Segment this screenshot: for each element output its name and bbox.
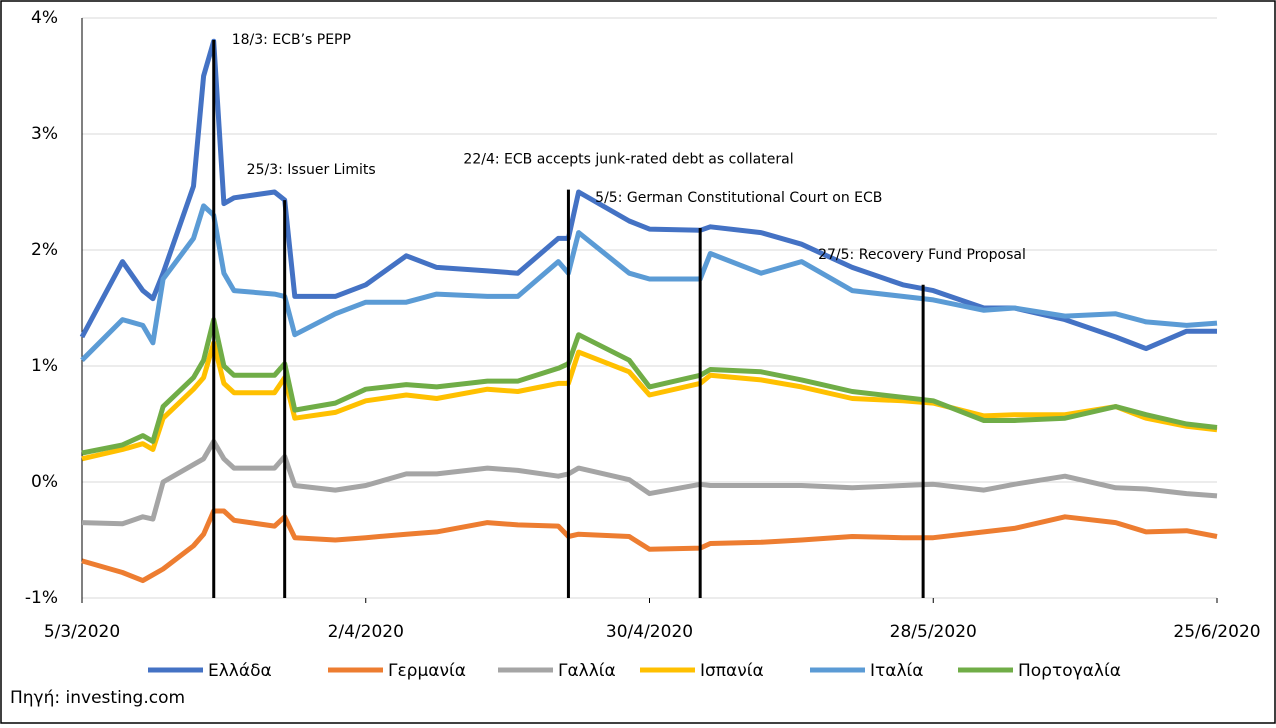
y-tick-label: 2% bbox=[31, 240, 58, 260]
series-line bbox=[81, 317, 1218, 456]
source: Πηγή: investing.com bbox=[10, 688, 185, 708]
x-tick-label: 30/4/2020 bbox=[606, 622, 693, 642]
series-line bbox=[79, 38, 1217, 352]
legend-label: Γαλλία bbox=[558, 661, 616, 681]
x-tick-label: 25/6/2020 bbox=[1173, 622, 1260, 642]
legend-label: Γερμανία bbox=[388, 661, 466, 681]
series-line bbox=[81, 508, 1218, 584]
legend-label: Ιταλία bbox=[870, 661, 923, 681]
series-line bbox=[81, 438, 1218, 527]
y-tick-label: 4% bbox=[31, 8, 58, 28]
legend-label: Ισπανία bbox=[700, 661, 764, 681]
y-tick-label: -1% bbox=[25, 588, 58, 608]
legend-label: Πορτογαλία bbox=[1018, 661, 1121, 681]
y-tick-label: 3% bbox=[31, 124, 58, 144]
y-tick-label: 0% bbox=[31, 472, 58, 492]
annotation: 27/5: Recovery Fund Proposal bbox=[818, 247, 1026, 263]
series-line bbox=[80, 203, 1218, 362]
x-tick-label: 2/4/2020 bbox=[328, 622, 404, 642]
annotation: 5/5: German Constitutional Court on ECB bbox=[595, 190, 882, 206]
annotation: 25/3: Issuer Limits bbox=[247, 162, 376, 178]
x-tick-label: 5/3/2020 bbox=[44, 622, 120, 642]
annotation: 22/4: ECB accepts junk-rated debt as col… bbox=[463, 152, 793, 168]
annotation: 18/3: ECB’s PEPP bbox=[232, 32, 351, 48]
y-tick-label: 1% bbox=[31, 356, 58, 376]
series-line bbox=[81, 340, 1218, 462]
legend-label: Ελλάδα bbox=[208, 661, 272, 681]
x-tick-label: 28/5/2020 bbox=[890, 622, 977, 642]
